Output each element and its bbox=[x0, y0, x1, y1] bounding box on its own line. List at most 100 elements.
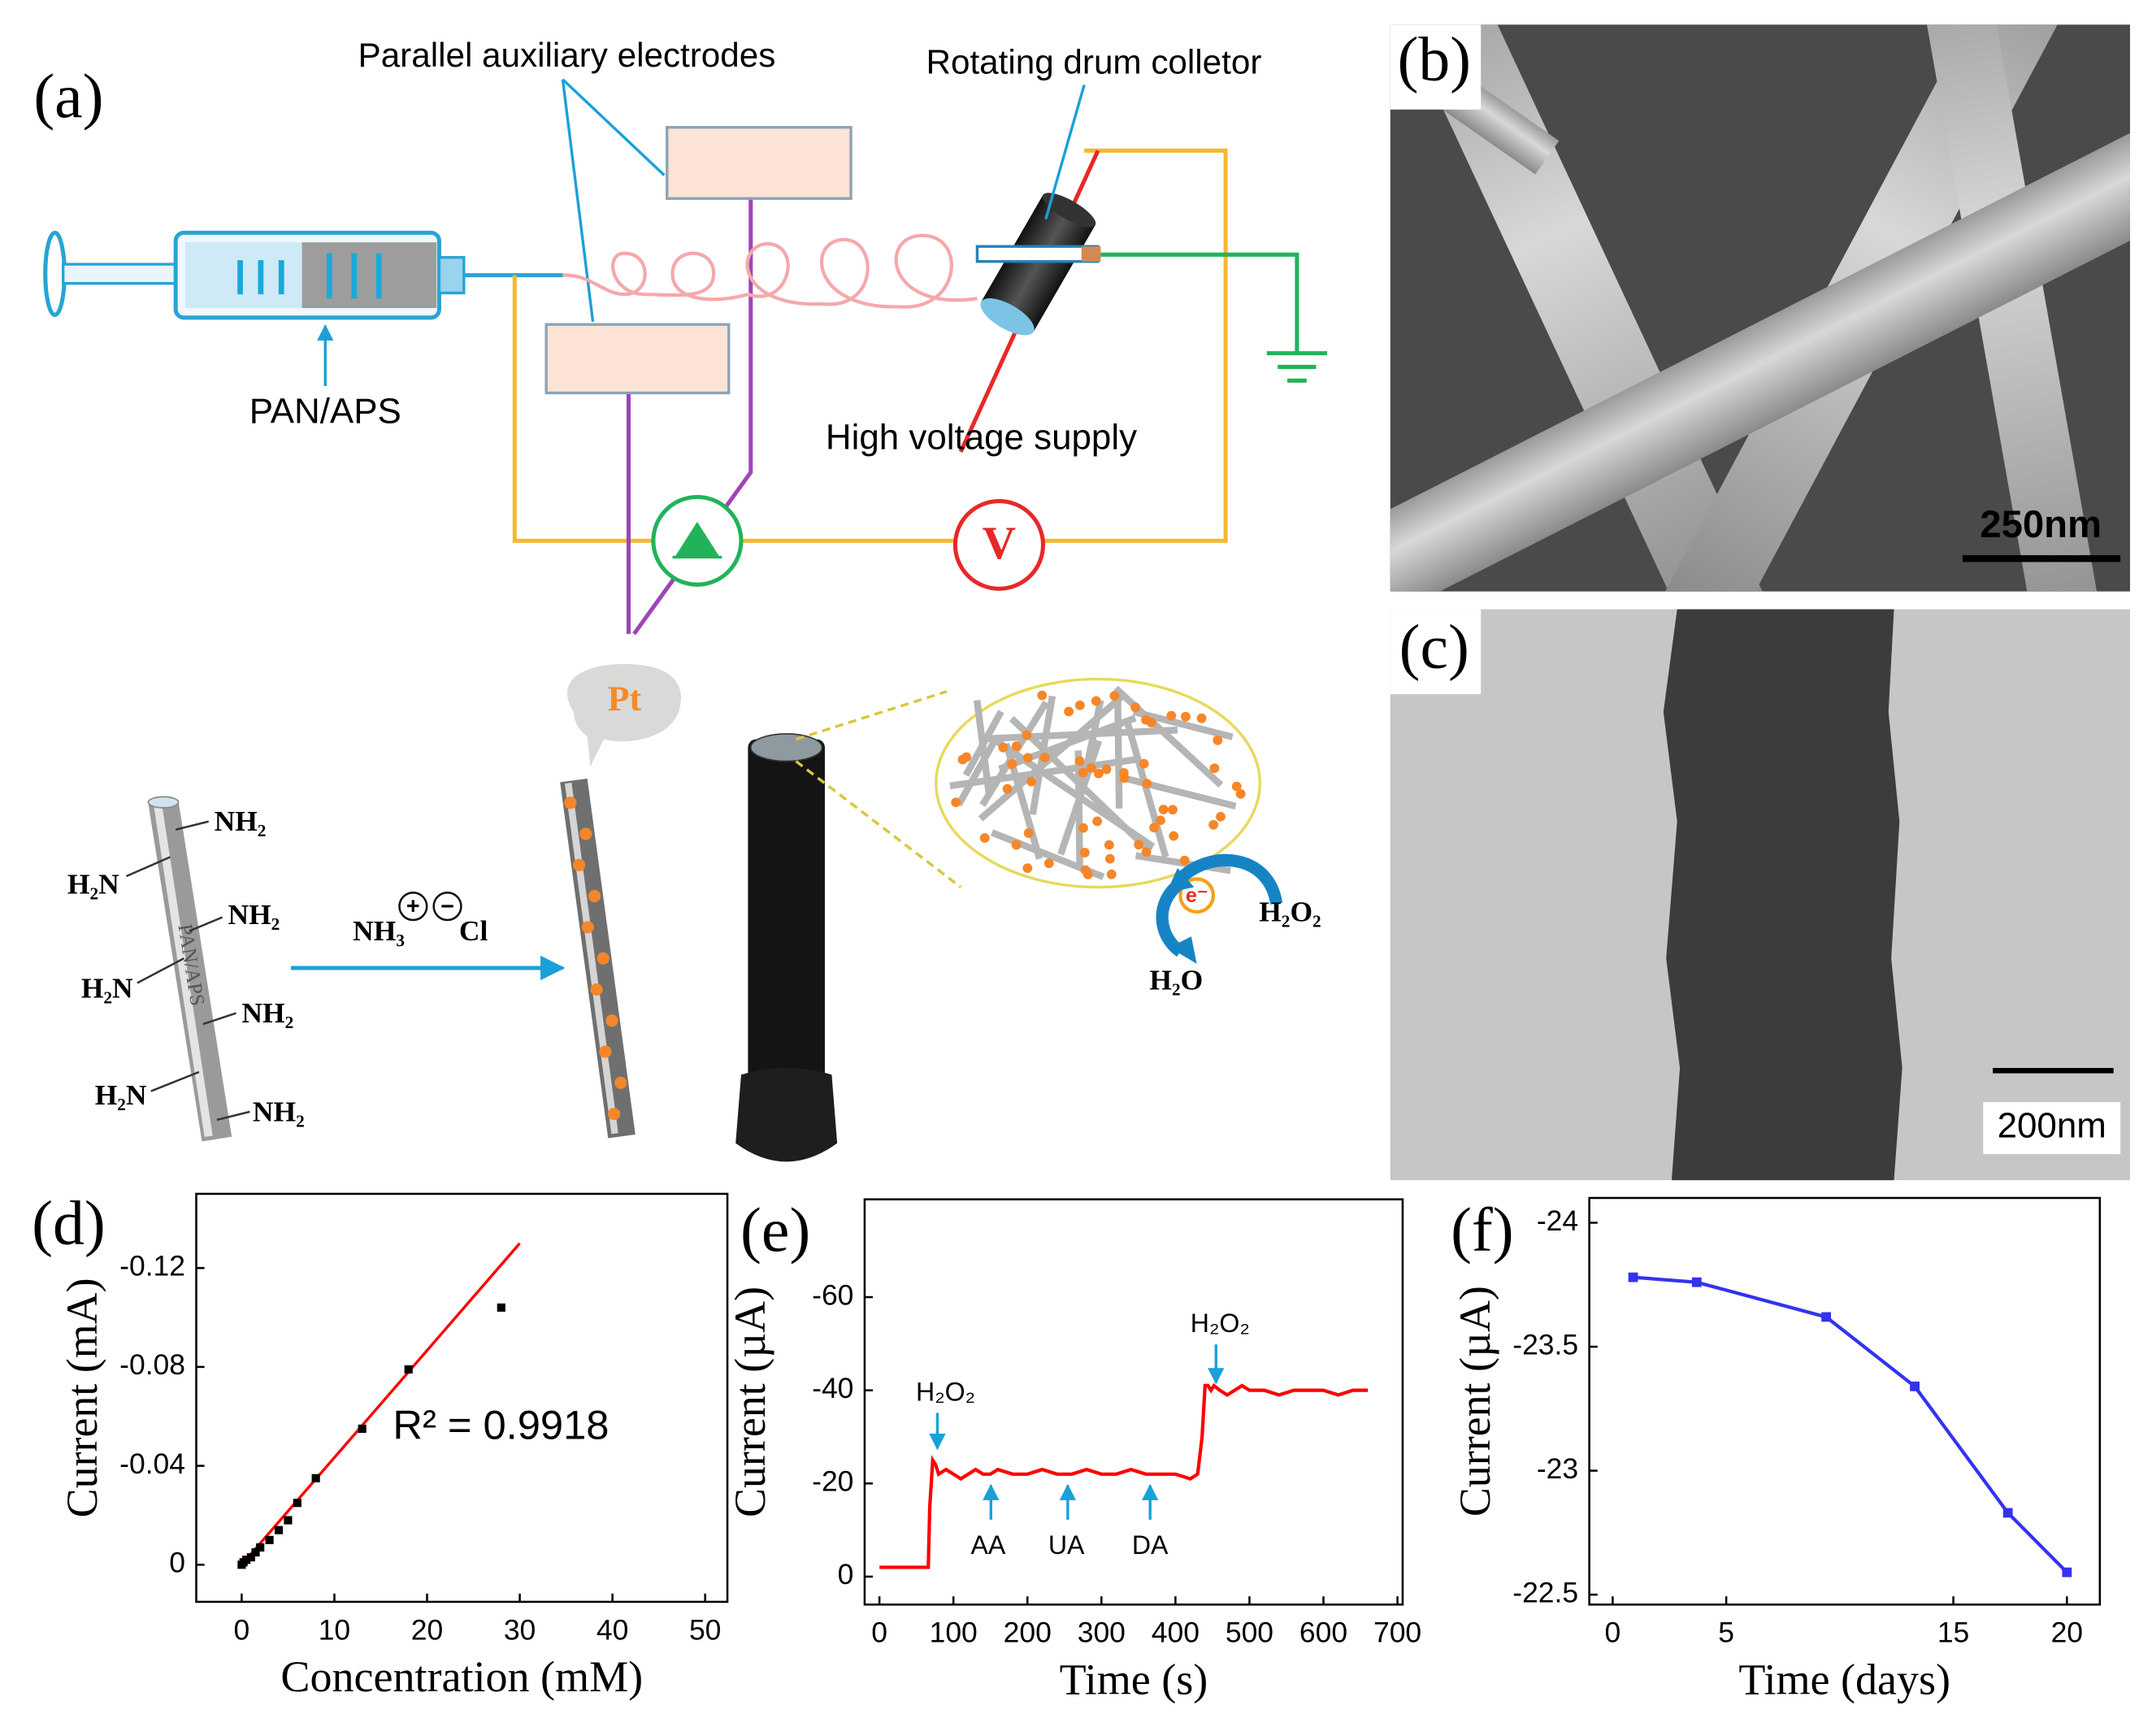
x-tick-label: 10 bbox=[319, 1613, 350, 1646]
pt-particle bbox=[564, 796, 577, 809]
y-tick-label: -0.08 bbox=[119, 1348, 185, 1381]
data-point bbox=[1628, 1272, 1638, 1282]
network-particle bbox=[1231, 781, 1242, 792]
sem-image: (b) 250nm bbox=[1390, 24, 2130, 592]
y-tick-label: -0.12 bbox=[119, 1250, 185, 1282]
y-tick-label: -23.5 bbox=[1512, 1328, 1578, 1361]
network-particle bbox=[1002, 783, 1013, 794]
y-tick-label: 0 bbox=[838, 1558, 854, 1591]
drum-shaft bbox=[975, 245, 1100, 263]
x-axis-title: Concentration (mM) bbox=[280, 1652, 643, 1701]
network-fiber bbox=[955, 740, 998, 807]
pt-particle bbox=[579, 827, 592, 840]
network-particle bbox=[1022, 730, 1032, 740]
x-tick-label: 20 bbox=[2051, 1617, 2083, 1649]
pt-particle bbox=[614, 1076, 627, 1089]
pt-bubble bbox=[567, 664, 681, 767]
data-point bbox=[274, 1526, 284, 1534]
y-tick-label: -24 bbox=[1537, 1204, 1578, 1237]
x-axis-title: Time (s) bbox=[1060, 1655, 1208, 1703]
y-tick-label: -40 bbox=[812, 1372, 853, 1404]
data-point bbox=[404, 1365, 413, 1374]
network-particle bbox=[1216, 811, 1226, 822]
ground-wire bbox=[1100, 252, 1299, 354]
x-tick-label: 0 bbox=[871, 1617, 887, 1649]
scale-bar-label: 250nm bbox=[1980, 503, 2102, 546]
x-tick-label: 40 bbox=[597, 1613, 628, 1646]
network-particle bbox=[1074, 700, 1085, 710]
electrodes-label: Parallel auxiliary electrodes bbox=[358, 36, 776, 74]
charge: − bbox=[440, 893, 454, 919]
network-particle bbox=[1093, 768, 1104, 779]
network-particle bbox=[957, 754, 968, 765]
fiber bbox=[1390, 121, 2130, 592]
network-particle bbox=[1106, 869, 1117, 879]
pt-particle bbox=[597, 952, 610, 965]
x-tick-label: 100 bbox=[930, 1617, 978, 1649]
annotation: H₂O₂ bbox=[1191, 1309, 1250, 1338]
panel-label: (e) bbox=[740, 1195, 810, 1265]
annotation: DA bbox=[1132, 1530, 1169, 1560]
label-arrows bbox=[561, 78, 666, 323]
network-particle bbox=[1104, 853, 1115, 864]
label-box bbox=[1390, 24, 1482, 110]
network-particle bbox=[979, 833, 990, 843]
pt-particle bbox=[590, 983, 603, 996]
network-fiber bbox=[1114, 688, 1123, 809]
rod-highlight bbox=[564, 783, 618, 1135]
network-particle bbox=[998, 742, 1009, 753]
data-point bbox=[2002, 1508, 2013, 1518]
setup-diagram: PAN/APS V Parallel auxiliary electrodes bbox=[43, 36, 1328, 1162]
x-tick-label: 15 bbox=[1937, 1617, 1969, 1649]
ground-symbol bbox=[1266, 351, 1328, 383]
network-particle bbox=[1092, 816, 1103, 827]
network-particle bbox=[1086, 763, 1096, 773]
amine-group: H₂N bbox=[67, 868, 119, 901]
panel-label: (f) bbox=[1451, 1195, 1514, 1265]
network-particle bbox=[1079, 848, 1090, 857]
auxiliary-electrode bbox=[666, 125, 853, 200]
ammeter-symbol bbox=[672, 522, 722, 559]
amine-group: NH₂ bbox=[241, 996, 293, 1029]
x-tick-label: 20 bbox=[411, 1613, 443, 1646]
charge: + bbox=[406, 893, 420, 919]
network-particle bbox=[1141, 847, 1152, 857]
y-axis-title: Current (mA) bbox=[58, 1278, 106, 1517]
data-point bbox=[497, 1303, 505, 1312]
x-tick-label: 200 bbox=[1004, 1617, 1052, 1649]
network-particle bbox=[1078, 822, 1088, 833]
electrode-tip bbox=[749, 733, 823, 762]
reagent: Cl bbox=[459, 914, 488, 947]
panel-label: (d) bbox=[32, 1188, 106, 1258]
data-line bbox=[1633, 1275, 2068, 1574]
electrode-body bbox=[748, 739, 825, 1089]
syringe-label: PAN/APS bbox=[249, 391, 401, 431]
charts: 0 10 20 30 40 500-0.04-0.08-0.12Concentration… bbox=[58, 1192, 2102, 1703]
rod-top bbox=[147, 796, 180, 809]
x-tick-label: 600 bbox=[1299, 1617, 1347, 1649]
plot-frame bbox=[863, 1198, 1404, 1606]
supply-label: High voltage supply bbox=[826, 417, 1137, 457]
x-tick-label: 30 bbox=[504, 1613, 536, 1646]
network-particle bbox=[1023, 828, 1034, 838]
network-particle bbox=[1101, 764, 1112, 775]
data-point bbox=[311, 1473, 320, 1482]
data-point bbox=[293, 1499, 302, 1508]
network-particle bbox=[1168, 805, 1178, 815]
jet-coil bbox=[562, 233, 978, 309]
network-fiber bbox=[1118, 773, 1237, 810]
pt-particle bbox=[599, 1045, 612, 1058]
plot-frame bbox=[1588, 1196, 2102, 1606]
tem-image: (c) 200nm bbox=[1390, 609, 2130, 1181]
network-particle bbox=[1026, 776, 1037, 787]
data-point bbox=[246, 1553, 255, 1562]
amine-group: H₂N bbox=[81, 972, 133, 1005]
network-particle bbox=[1043, 858, 1054, 869]
network-particle bbox=[1130, 702, 1141, 713]
data-point bbox=[2062, 1567, 2072, 1578]
syringe-marks bbox=[237, 253, 382, 299]
electrode-base bbox=[735, 1067, 838, 1162]
network-fiber bbox=[978, 690, 1129, 822]
drum-top bbox=[1042, 193, 1096, 228]
data-point bbox=[1821, 1312, 1831, 1322]
